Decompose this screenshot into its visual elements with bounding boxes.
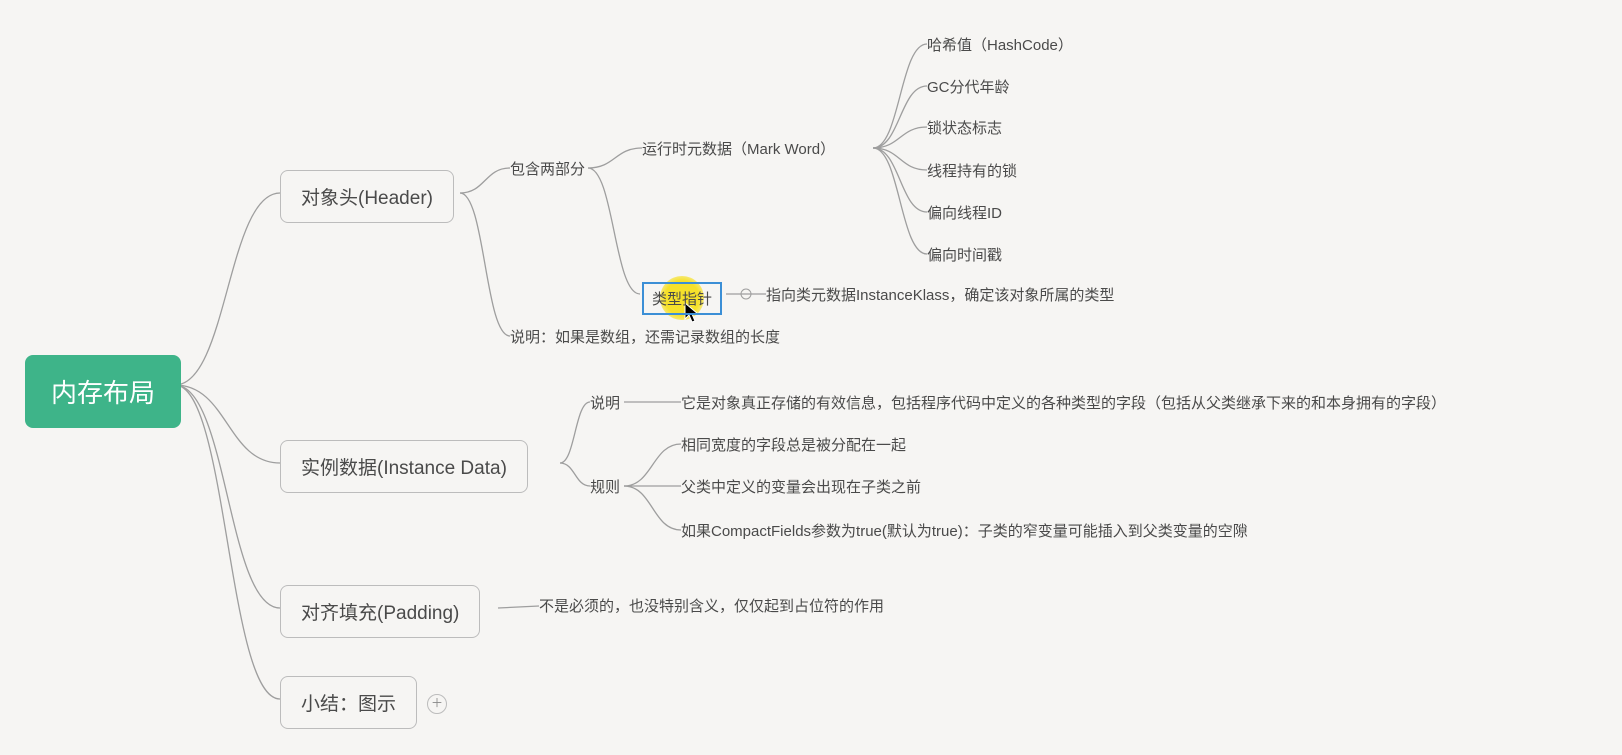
- node-inst_desc[interactable]: 说明: [590, 392, 620, 413]
- node-markword[interactable]: 运行时元数据（Mark Word）: [642, 138, 835, 159]
- node-p1[interactable]: 不是必须的，也没特别含义，仅仅起到占位符的作用: [539, 595, 884, 616]
- node-summary[interactable]: 小结：图示: [280, 676, 417, 729]
- node-r2[interactable]: 父类中定义的变量会出现在子类之前: [681, 476, 921, 497]
- node-mw5[interactable]: 偏向线程ID: [927, 202, 1002, 223]
- node-mw2[interactable]: GC分代年龄: [927, 76, 1010, 97]
- node-mw4[interactable]: 线程持有的锁: [927, 160, 1017, 181]
- node-r3[interactable]: 如果CompactFields参数为true(默认为true)：子类的窄变量可能…: [681, 520, 1248, 541]
- node-inst_rules[interactable]: 规则: [590, 476, 620, 497]
- node-two_parts[interactable]: 包含两部分: [510, 158, 585, 179]
- node-mw6[interactable]: 偏向时间戳: [927, 244, 1002, 265]
- mindmap-connectors: [0, 0, 1622, 755]
- node-typeptr[interactable]: 类型指针: [642, 282, 722, 315]
- node-mw3[interactable]: 锁状态标志: [927, 117, 1002, 138]
- node-d1[interactable]: 它是对象真正存储的有效信息，包括程序代码中定义的各种类型的字段（包括从父类继承下…: [681, 392, 1446, 413]
- node-mw1[interactable]: 哈希值（HashCode）: [927, 34, 1073, 55]
- node-array_note[interactable]: 说明：如果是数组，还需记录数组的长度: [510, 326, 780, 347]
- node-r1[interactable]: 相同宽度的字段总是被分配在一起: [681, 434, 906, 455]
- node-tp1[interactable]: 指向类元数据InstanceKlass，确定该对象所属的类型: [766, 284, 1114, 305]
- node-padding[interactable]: 对齐填充(Padding): [280, 585, 480, 638]
- expand-icon[interactable]: ＋: [427, 694, 447, 714]
- node-header[interactable]: 对象头(Header): [280, 170, 454, 223]
- root-node[interactable]: 内存布局: [25, 355, 181, 428]
- node-instance[interactable]: 实例数据(Instance Data): [280, 440, 528, 493]
